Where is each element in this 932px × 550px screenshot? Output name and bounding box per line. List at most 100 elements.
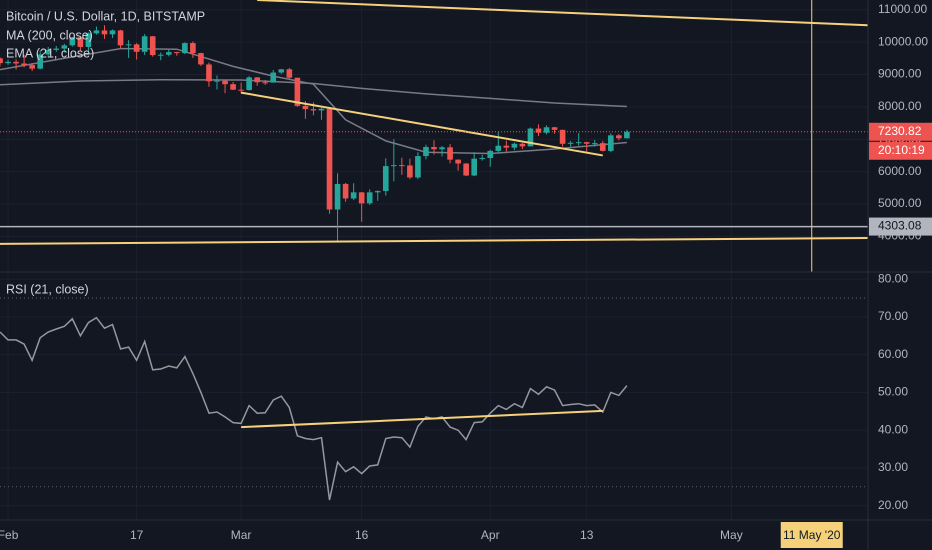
candle-body xyxy=(270,72,277,83)
y-tick-label: 11000.00 xyxy=(878,2,927,16)
candle-body xyxy=(399,165,405,167)
candle-body xyxy=(53,48,60,50)
candle-body xyxy=(61,45,68,49)
candle-body xyxy=(238,89,244,91)
candle-body xyxy=(407,165,413,178)
candle-body xyxy=(0,58,3,64)
candle-body xyxy=(551,127,558,130)
level-label: 4303.08 xyxy=(878,219,922,233)
candle-body xyxy=(21,63,27,66)
candle-body xyxy=(93,30,100,34)
candle-body xyxy=(527,128,534,147)
candle-body xyxy=(149,36,156,56)
y-tick-label: 10000.00 xyxy=(878,34,928,48)
plot xyxy=(0,0,869,520)
candle-body xyxy=(423,147,429,157)
x-tick-label: Mar xyxy=(231,528,252,542)
y-tick-label: 60.00 xyxy=(878,347,908,361)
candle-body xyxy=(382,166,389,192)
date-marker-box xyxy=(780,522,843,548)
y-tick-label: 30.00 xyxy=(878,460,908,474)
last-price-box xyxy=(869,122,932,141)
candle-body xyxy=(479,158,486,160)
candle-body xyxy=(326,108,333,210)
candle-body xyxy=(431,147,437,150)
candle-body xyxy=(246,77,252,91)
x-tick-label: 16 xyxy=(355,528,369,542)
y-tick-label: 8000.00 xyxy=(878,99,922,113)
legend-entry: EMA (21, close) xyxy=(6,46,94,60)
x-tick-label: May xyxy=(720,528,743,542)
candle-body xyxy=(374,191,381,193)
candle-body xyxy=(447,147,453,160)
candle-body xyxy=(117,30,124,46)
y-tick-label: 40.00 xyxy=(878,422,908,436)
candle-body xyxy=(190,43,196,54)
candle-body xyxy=(302,105,309,110)
y-tick-label: 5000.00 xyxy=(878,196,922,210)
candle-body xyxy=(45,49,52,55)
countdown-box xyxy=(869,141,932,160)
candle-body xyxy=(77,37,84,47)
candle-body xyxy=(487,150,494,159)
candle-body xyxy=(230,84,236,90)
candle-body xyxy=(599,143,606,151)
trend-line xyxy=(241,409,603,429)
candle-body xyxy=(5,61,11,64)
candle-body xyxy=(495,145,502,151)
y-tick-label: 20.00 xyxy=(878,498,908,512)
candle-body xyxy=(294,77,301,106)
candle-body xyxy=(350,192,357,199)
countdown-label: 20:10:19 xyxy=(878,143,925,157)
moving-average xyxy=(0,78,627,108)
candle-body xyxy=(165,52,172,55)
candle-body xyxy=(463,163,469,176)
y-tick-label: 50.00 xyxy=(878,385,908,399)
candle-body xyxy=(535,128,542,133)
candle-body xyxy=(69,37,76,46)
candle-body xyxy=(511,143,518,148)
last-price-label: 7230.82 xyxy=(878,124,922,138)
candle-body xyxy=(624,131,630,139)
rsi-title: RSI (21, close) xyxy=(6,282,89,296)
candle-body xyxy=(214,80,220,82)
candle-body xyxy=(318,108,325,111)
candle-body xyxy=(575,142,582,144)
candle-body xyxy=(559,129,566,144)
candle-body xyxy=(334,183,341,210)
candle-body xyxy=(182,43,188,54)
candle-body xyxy=(109,30,116,35)
legend-entry: MA (200, close) xyxy=(6,28,93,42)
candle-body xyxy=(85,33,92,47)
level-box xyxy=(869,217,932,236)
x-tick-label: Feb xyxy=(0,528,19,542)
candle-body xyxy=(141,36,148,52)
candle-body xyxy=(101,30,108,35)
candle-body xyxy=(133,44,140,52)
candle-body xyxy=(262,82,269,84)
candle-body xyxy=(591,143,598,145)
candle-body xyxy=(503,145,510,148)
candle-body xyxy=(206,64,212,82)
date-marker-label: 11 May '20 xyxy=(783,528,841,542)
candle-body xyxy=(471,158,477,176)
x-tick-label: 17 xyxy=(130,528,144,542)
x-tick-label: 13 xyxy=(580,528,594,542)
candle-body xyxy=(567,142,574,144)
candle-body xyxy=(29,65,35,69)
y-tick-label: 9000.00 xyxy=(878,67,922,81)
candle-body xyxy=(415,156,421,178)
trend-line xyxy=(0,237,869,245)
candle-body xyxy=(157,54,164,56)
candle-body xyxy=(616,135,622,139)
candle-body xyxy=(198,53,204,65)
candle-body xyxy=(254,77,260,83)
candle-body xyxy=(278,69,285,73)
y-tick-label: 80.00 xyxy=(878,271,908,285)
candle-body xyxy=(358,192,365,204)
y-tick-label: 70.00 xyxy=(878,309,908,323)
candle-body xyxy=(37,54,43,69)
